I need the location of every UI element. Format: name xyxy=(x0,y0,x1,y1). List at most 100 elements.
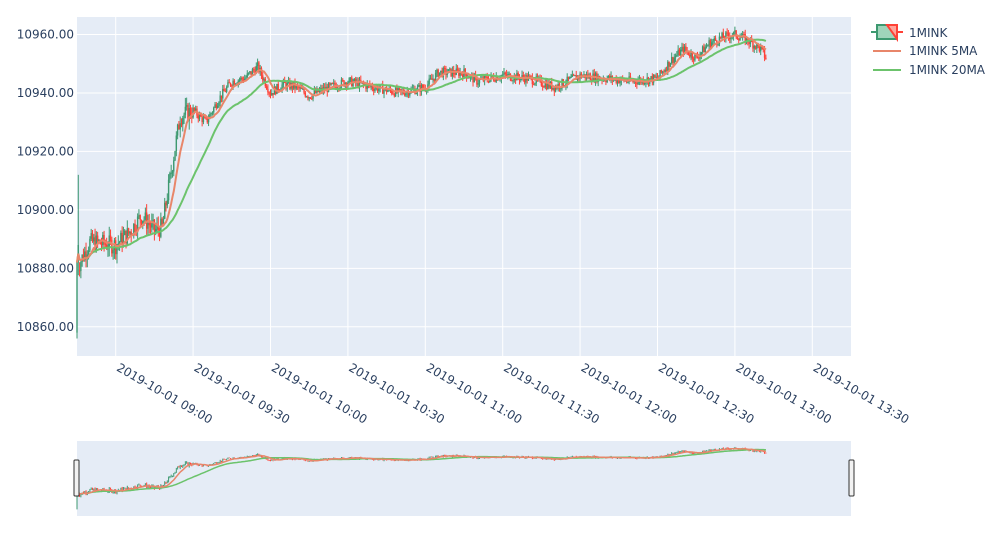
candle-body xyxy=(216,105,219,109)
candle-body xyxy=(726,32,728,34)
candle-body xyxy=(689,54,691,57)
candle-body xyxy=(432,78,434,80)
candle-body xyxy=(763,49,766,58)
candle-body xyxy=(225,87,228,92)
y-tick-label: 10880.00 xyxy=(17,261,74,275)
legend-item-1mink-20ma[interactable]: 1MINK 20MA xyxy=(873,63,986,77)
candle-body xyxy=(304,92,307,97)
candle-body xyxy=(725,32,727,40)
candle-body xyxy=(295,84,297,89)
candle-body xyxy=(202,117,205,123)
candle-body xyxy=(331,83,334,85)
candle-body xyxy=(569,77,571,79)
candle-body xyxy=(329,83,331,85)
candle-body xyxy=(606,78,608,82)
candle-body xyxy=(237,80,239,84)
candle-body xyxy=(445,68,447,75)
candle-body xyxy=(393,93,396,97)
candle-body xyxy=(229,83,232,86)
candle-body xyxy=(760,46,762,52)
legend-item-1mink-5ma[interactable]: 1MINK 5MA xyxy=(873,44,978,58)
candle-body xyxy=(391,90,393,94)
candle-body xyxy=(703,46,705,53)
candle-body xyxy=(210,113,212,115)
legend-label-1mink: 1MINK xyxy=(909,26,949,40)
candle-body xyxy=(339,87,341,90)
candle-body xyxy=(96,235,99,241)
candle-body xyxy=(765,57,767,59)
candle-body xyxy=(574,75,576,77)
candle-body xyxy=(156,224,158,229)
candle-body xyxy=(160,218,162,237)
candle-body xyxy=(228,82,230,84)
candle-body xyxy=(343,80,345,87)
candle-body xyxy=(754,45,757,49)
candle-body xyxy=(694,54,696,61)
candle-body xyxy=(517,73,519,78)
candle-body xyxy=(609,75,611,80)
candle-body xyxy=(668,61,670,67)
candle-body xyxy=(365,84,367,89)
candle-body xyxy=(342,79,344,81)
candle-body xyxy=(139,215,141,221)
candle-body xyxy=(121,232,123,246)
candle-body xyxy=(682,46,684,53)
candle-body xyxy=(438,72,441,77)
candle-body xyxy=(522,75,525,78)
candle-body xyxy=(664,69,666,72)
candle-body xyxy=(701,46,704,53)
candle-body xyxy=(456,68,459,71)
candle-body xyxy=(673,57,675,63)
candle-body xyxy=(224,91,227,93)
range-slider-left-handle[interactable] xyxy=(73,459,80,497)
candle-body xyxy=(152,219,154,223)
candle-body xyxy=(440,70,442,73)
candle-body xyxy=(254,70,256,74)
candle-body xyxy=(78,270,81,272)
candle-body xyxy=(714,38,717,41)
candle-body xyxy=(434,72,437,81)
range-slider-right-handle[interactable] xyxy=(848,459,855,497)
candle-body xyxy=(494,80,496,82)
candle-body xyxy=(661,71,664,73)
candle-body xyxy=(410,88,412,93)
candle-body xyxy=(268,92,270,94)
legend-item-1mink[interactable]: 1MINK xyxy=(871,24,949,43)
candle-body xyxy=(713,38,715,41)
candle-body xyxy=(127,228,130,234)
candle-body xyxy=(376,86,379,92)
candle-body xyxy=(748,42,750,45)
candle-body xyxy=(704,47,706,53)
candle-body xyxy=(709,40,712,48)
candle-body xyxy=(262,75,264,81)
candle-body xyxy=(204,117,206,119)
moving-average-series xyxy=(76,34,767,263)
candle-body xyxy=(730,37,732,40)
candle-body xyxy=(227,82,229,88)
candle-body xyxy=(428,78,430,85)
candle-body xyxy=(532,84,535,86)
candle-body xyxy=(676,54,678,57)
candle-body xyxy=(281,84,283,90)
candle-body xyxy=(567,76,570,79)
candle-body xyxy=(523,77,526,83)
candle-body xyxy=(348,78,350,83)
candle-body xyxy=(126,228,129,244)
y-tick-label: 10860.00 xyxy=(17,320,74,334)
candle-body xyxy=(80,262,82,271)
candle-body xyxy=(335,85,337,90)
candle-body xyxy=(276,83,278,94)
candle-body xyxy=(184,106,187,115)
range-slider-background[interactable] xyxy=(77,441,851,516)
candle-body xyxy=(571,74,574,78)
candle-body xyxy=(255,65,258,74)
candle-body xyxy=(487,80,490,83)
candle-body xyxy=(705,46,708,48)
candle-body xyxy=(722,32,724,38)
y-tick-label: 10940.00 xyxy=(17,86,74,100)
candle-body xyxy=(174,151,176,161)
candle-body xyxy=(349,77,352,79)
candle-body xyxy=(674,56,677,58)
